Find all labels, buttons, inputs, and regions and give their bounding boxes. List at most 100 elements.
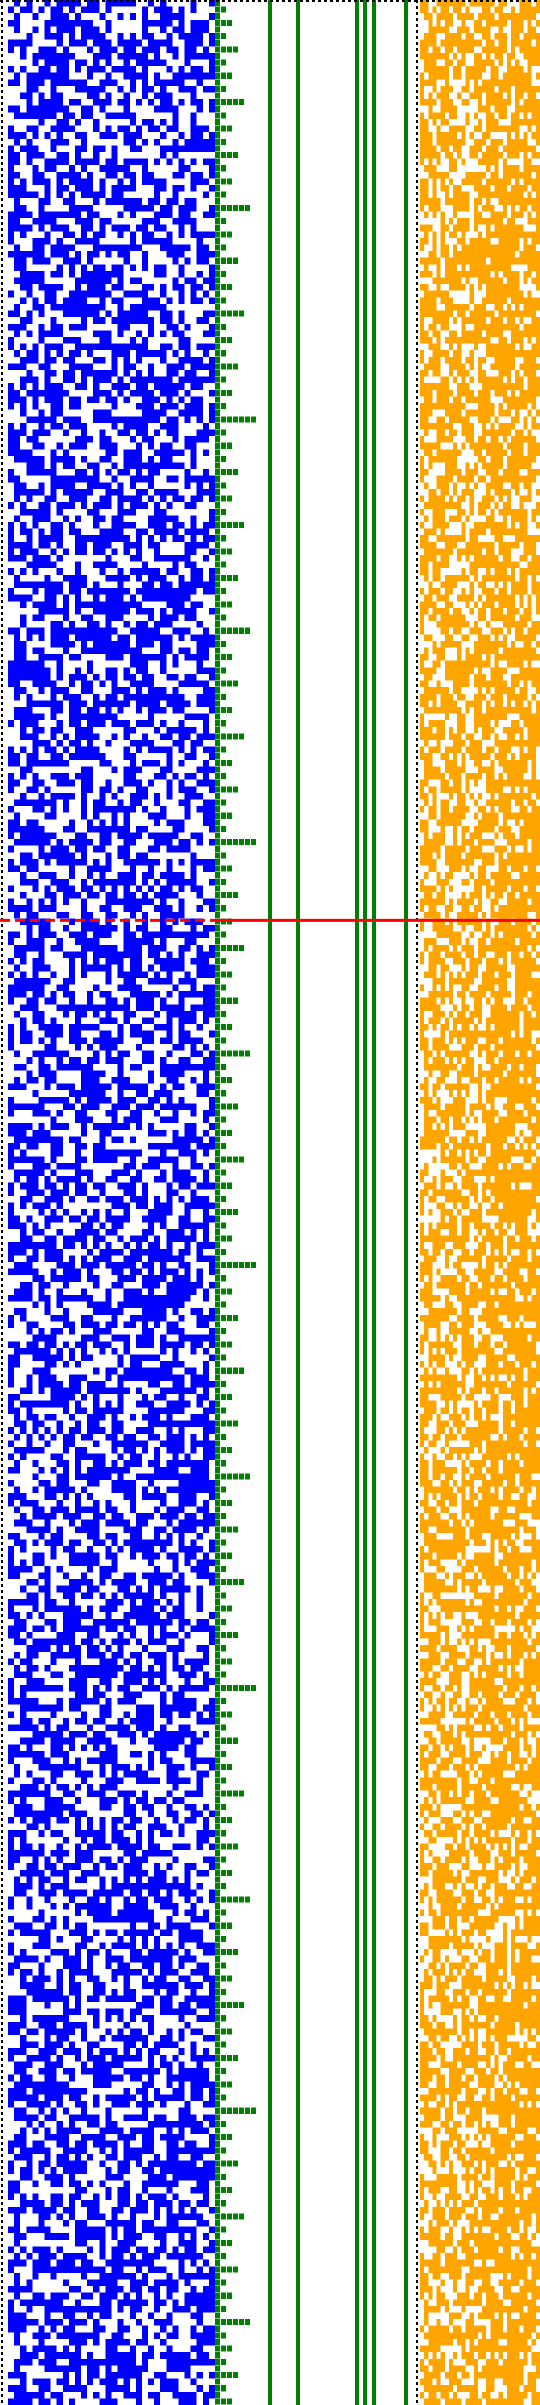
blue-bit-cell: [208, 1572, 215, 1580]
blue-bit-cell: [208, 1143, 215, 1150]
blue-bit-cell: [105, 1658, 112, 1665]
blue-bit-cell: [68, 416, 75, 423]
blue-bit-cell: [135, 898, 142, 906]
blue-bit-cell: [26, 733, 33, 740]
blue-bit-cell: [81, 1156, 88, 1163]
blue-bit-cell: [117, 323, 124, 331]
blue-bit-cell: [87, 733, 94, 740]
blue-bit-cell: [62, 1063, 69, 1071]
blue-bit-cell: [32, 1427, 39, 1434]
blue-bit-cell: [178, 786, 185, 793]
blue-bit-cell: [141, 997, 149, 1005]
blue-bit-cell: [38, 1057, 45, 1064]
blue-bit-cell: [129, 1110, 136, 1117]
blue-bit-cell: [129, 1552, 136, 1560]
blue-bit-cell: [178, 1645, 185, 1652]
blue-bit-cell: [123, 779, 130, 787]
blue-bit-cell: [154, 931, 161, 939]
blue-bit-cell: [154, 905, 161, 912]
blue-bit-cell: [111, 270, 118, 278]
blue-bit-cell: [135, 621, 142, 628]
blue-bit-cell: [208, 1480, 215, 1487]
blue-bit-cell: [8, 1083, 15, 1091]
blue-bit-cell: [50, 218, 57, 225]
blue-bit-cell: [74, 726, 82, 734]
blue-bit-cell: [8, 429, 15, 437]
blue-bit-cell: [154, 59, 161, 67]
blue-bit-cell: [20, 396, 27, 404]
blue-bit-cell: [135, 700, 142, 707]
blue-bit-cell: [32, 1552, 39, 1560]
blue-bit-cell: [190, 99, 197, 106]
blue-bit-cell: [141, 925, 149, 932]
blue-bit-cell: [62, 1361, 69, 1368]
blue-bit-cell: [178, 1063, 185, 1071]
blue-bit-cell: [172, 1565, 179, 1573]
blue-bit-cell: [50, 1182, 57, 1190]
blue-bit-cell: [196, 891, 203, 899]
blue-bit-cell: [117, 1400, 124, 1408]
blue-bit-cell: [44, 1367, 51, 1375]
blue-bit-cell: [99, 951, 106, 959]
blue-bit-cell: [93, 270, 100, 278]
blue-bit-cell: [184, 244, 191, 252]
blue-bit-cell: [160, 1004, 167, 1011]
blue-bit-cell: [141, 1083, 149, 1091]
blue-bit-cell: [8, 475, 15, 483]
blue-bit-cell: [160, 647, 167, 655]
blue-bit-cell: [50, 1731, 57, 1738]
blue-bit-cell: [32, 977, 39, 985]
blue-bit-cell: [20, 1539, 27, 1547]
blue-bit-cell: [202, 1347, 209, 1355]
blue-bit-cell: [148, 363, 155, 370]
blue-bit-cell: [123, 1526, 130, 1533]
blue-bit-cell: [178, 720, 185, 727]
blue-bit-cell: [74, 1374, 82, 1381]
blue-bit-cell: [74, 1473, 82, 1480]
blue-bit-cell: [129, 237, 136, 245]
blue-bit-cell: [208, 673, 215, 681]
blue-bit-cell: [32, 971, 39, 978]
blue-bit-cell: [20, 872, 27, 879]
blue-bit-cell: [154, 1552, 161, 1560]
blue-bit-cell: [178, 997, 185, 1005]
blue-bit-cell: [50, 1598, 57, 1606]
blue-bit-cell: [50, 46, 57, 53]
blue-bit-cell: [99, 528, 106, 536]
blue-bit-cell: [14, 211, 21, 219]
blue-bit-cell: [38, 1480, 45, 1487]
blue-bit-cell: [44, 26, 51, 34]
blue-bit-cell: [111, 1268, 118, 1276]
blue-bit-cell: [93, 52, 100, 60]
blue-bit-cell: [87, 1466, 94, 1474]
blue-bit-cell: [208, 330, 215, 337]
blue-bit-cell: [32, 1559, 39, 1566]
blue-bit-cell: [32, 555, 39, 562]
blue-bit-cell: [93, 535, 100, 542]
blue-bit-cell: [8, 1499, 15, 1507]
blue-bit-cell: [68, 403, 75, 410]
blue-bit-cell: [166, 66, 173, 73]
blue-bit-cell: [141, 700, 149, 707]
blue-bit-cell: [172, 535, 179, 542]
blue-bit-cell: [44, 1255, 51, 1262]
blue-bit-cell: [14, 19, 21, 27]
blue-bit-cell: [190, 931, 197, 939]
blue-bit-cell: [68, 1295, 75, 1302]
blue-bit-cell: [178, 284, 185, 291]
blue-bit-cell: [8, 594, 15, 602]
blue-bit-cell: [154, 977, 161, 985]
blue-bit-cell: [20, 1149, 27, 1157]
blue-bit-cell: [202, 1288, 209, 1295]
blue-bit-cell: [141, 1367, 149, 1375]
blue-bit-cell: [32, 1301, 39, 1309]
blue-bit-cell: [123, 495, 130, 503]
blue-bit-cell: [160, 938, 167, 945]
blue-bit-cell: [74, 1625, 82, 1632]
blue-bit-cell: [32, 1110, 39, 1117]
blue-bit-cell: [56, 1063, 63, 1071]
blue-bit-cell: [129, 1698, 136, 1705]
blue-bit-cell: [111, 588, 118, 595]
blue-bit-cell: [117, 799, 124, 807]
blue-bit-cell: [62, 72, 69, 80]
